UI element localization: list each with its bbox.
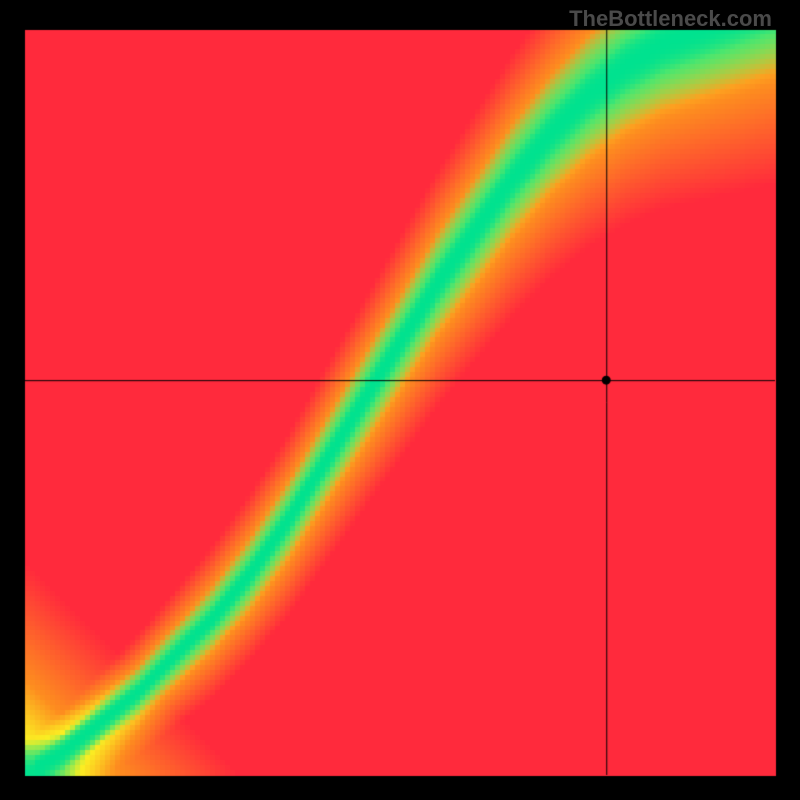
chart-container: TheBottleneck.com — [0, 0, 800, 800]
watermark-text: TheBottleneck.com — [569, 6, 772, 32]
bottleneck-heatmap-canvas — [0, 0, 800, 800]
